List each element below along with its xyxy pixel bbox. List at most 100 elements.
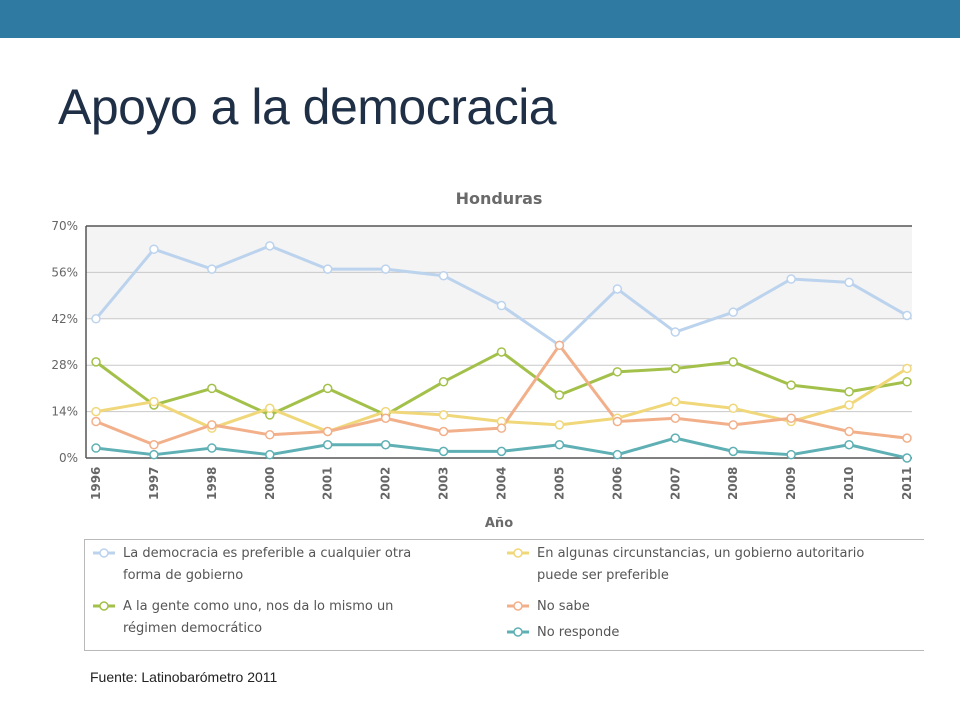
data-point-da-lo-mismo [670, 363, 681, 374]
data-point-autoritario [554, 420, 565, 430]
data-point-da-lo-mismo [902, 377, 912, 387]
data-point-no-responde [728, 446, 738, 457]
legend-label-no-responde: No responde [537, 625, 620, 640]
data-point-autoritario [902, 363, 912, 374]
legend-swatch-no-responde [507, 627, 529, 637]
data-point-democracia-preferible [438, 270, 449, 281]
slide-title: Apoyo a la democracia [58, 79, 557, 135]
data-point-no-sabe [554, 340, 565, 351]
y-tick-label: 14% [51, 405, 78, 419]
data-point-da-lo-mismo [91, 357, 101, 367]
y-tick-label: 42% [51, 312, 78, 326]
data-point-democracia-preferible [902, 310, 912, 321]
data-point-no-responde [207, 443, 217, 453]
data-point-democracia-preferible [322, 264, 333, 274]
x-tick-label: 2005 [552, 467, 566, 500]
data-point-autoritario [438, 410, 449, 420]
data-point-no-responde [91, 443, 101, 453]
data-point-democracia-preferible [207, 264, 217, 274]
legend-label-democracia-preferible: La democracia es preferible a cualquier … [123, 546, 412, 583]
data-point-no-responde [844, 439, 854, 450]
x-tick-label: 2011 [900, 467, 914, 500]
y-tick-label: 70% [51, 219, 78, 233]
data-point-no-sabe [438, 426, 449, 437]
data-point-autoritario [670, 396, 681, 407]
x-tick-label: 2009 [784, 467, 798, 500]
x-tick-label: 2006 [610, 467, 624, 500]
data-point-democracia-preferible [91, 314, 101, 324]
data-point-democracia-preferible [612, 284, 623, 294]
x-tick-label: 2000 [263, 467, 277, 500]
data-point-da-lo-mismo [728, 357, 738, 367]
legend-swatch-da-lo-mismo [93, 601, 115, 611]
data-point-no-sabe [612, 416, 623, 427]
data-point-no-sabe [496, 423, 507, 433]
x-tick-label: 2002 [379, 467, 393, 500]
legend-item-no-sabe: No sabe [507, 596, 590, 618]
source-note: Fuente: Latinobarómetro 2011 [90, 669, 278, 685]
x-tick-label: 2003 [437, 467, 451, 500]
data-point-autoritario [149, 396, 159, 407]
x-tick-label: 2010 [842, 467, 856, 500]
data-point-no-sabe [380, 413, 391, 423]
data-point-no-responde [380, 439, 391, 450]
legend-item-autoritario: En algunas circunstancias, un gobierno a… [507, 543, 864, 587]
legend-label-autoritario: En algunas circunstancias, un gobierno a… [537, 546, 865, 583]
data-point-no-responde [670, 433, 681, 443]
y-tick-label: 0% [59, 451, 78, 465]
x-tick-label: 2007 [668, 467, 682, 500]
x-axis-title: Año [485, 516, 513, 531]
data-point-no-sabe [844, 426, 854, 437]
data-point-no-responde [322, 439, 333, 450]
data-point-democracia-preferible [265, 241, 275, 251]
chart-legend: La democracia es preferible a cualquier … [84, 539, 924, 651]
legend-swatch-democracia-preferible [93, 548, 115, 558]
data-point-no-sabe [728, 420, 738, 430]
x-tick-label: 1997 [147, 467, 161, 500]
legend-label-da-lo-mismo: A la gente como uno, nos da lo mismo un … [123, 599, 394, 636]
data-point-no-responde [786, 449, 796, 460]
data-point-da-lo-mismo [844, 386, 854, 397]
data-point-no-sabe [265, 430, 275, 440]
data-point-no-sabe [149, 439, 159, 450]
data-point-democracia-preferible [728, 307, 738, 317]
data-point-autoritario [265, 403, 275, 414]
data-point-no-responde [496, 446, 507, 457]
legend-item-no-responde: No responde [507, 622, 619, 644]
data-point-democracia-preferible [670, 327, 681, 337]
data-point-da-lo-mismo [612, 367, 623, 377]
data-point-democracia-preferible [380, 264, 391, 274]
data-point-democracia-preferible [496, 300, 507, 311]
data-point-no-sabe [902, 433, 912, 443]
data-point-no-responde [265, 449, 275, 460]
top-accent-bar [0, 0, 960, 38]
x-tick-label: 1998 [205, 467, 219, 500]
data-point-autoritario [91, 406, 101, 417]
data-point-no-responde [149, 449, 159, 460]
data-point-no-sabe [322, 426, 333, 437]
data-point-democracia-preferible [149, 244, 159, 254]
data-point-no-responde [554, 439, 565, 450]
legend-swatch-no-sabe [507, 601, 529, 611]
legend-swatch-autoritario [507, 548, 529, 558]
y-tick-label: 56% [51, 265, 78, 279]
legend-item-da-lo-mismo: A la gente como uno, nos da lo mismo un … [93, 596, 393, 640]
x-tick-label: 1996 [89, 467, 103, 500]
data-point-da-lo-mismo [322, 383, 333, 394]
series-line-da-lo-mismo [95, 350, 908, 417]
x-tick-label: 2004 [495, 467, 509, 500]
data-point-da-lo-mismo [496, 347, 507, 357]
data-point-autoritario [844, 400, 854, 410]
data-point-democracia-preferible [786, 274, 796, 284]
legend-item-democracia-preferible: La democracia es preferible a cualquier … [93, 543, 411, 587]
legend-label-no-sabe: No sabe [537, 599, 590, 614]
data-point-da-lo-mismo [786, 380, 796, 390]
x-tick-label: 2001 [321, 467, 335, 500]
data-point-da-lo-mismo [554, 390, 565, 400]
data-point-da-lo-mismo [438, 377, 449, 387]
data-point-autoritario [728, 403, 738, 414]
data-point-no-sabe [670, 413, 681, 423]
data-point-democracia-preferible [844, 277, 854, 288]
data-point-no-responde [902, 453, 912, 463]
